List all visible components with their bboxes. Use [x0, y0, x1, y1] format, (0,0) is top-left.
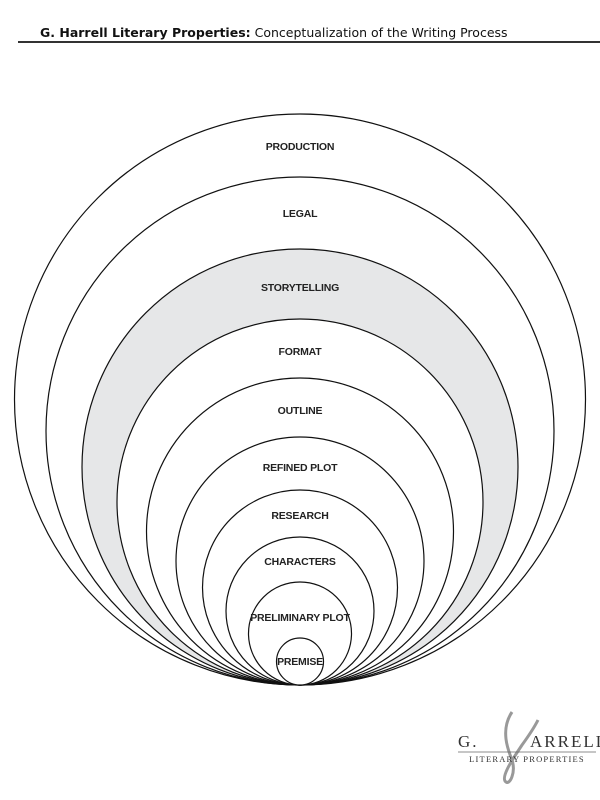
- layer-label: PRELIMINARY PLOT: [250, 612, 350, 624]
- layer-label: RESEARCH: [271, 510, 328, 522]
- layer-label: REFINED PLOT: [263, 462, 338, 474]
- svg-text:LITERARY PROPERTIES: LITERARY PROPERTIES: [469, 754, 585, 764]
- layer-label: STORYTELLING: [261, 282, 339, 294]
- layer-label: LEGAL: [283, 208, 318, 220]
- header-title: Conceptualization of the Writing Process: [254, 25, 508, 40]
- layer-circle-premise: [275, 637, 325, 686]
- layer-label: FORMAT: [279, 346, 323, 358]
- logo-swash: [503, 711, 540, 784]
- layer-label: OUTLINE: [278, 405, 323, 417]
- svg-text:G.: G.: [458, 732, 479, 751]
- header-brand: G. Harrell Literary Properties:: [40, 25, 251, 40]
- page-header: G. Harrell Literary Properties: Conceptu…: [40, 25, 508, 40]
- layer-label: PREMISE: [277, 656, 323, 668]
- layer-label: PRODUCTION: [266, 141, 335, 153]
- header-divider: [18, 41, 600, 43]
- layer-label: CHARACTERS: [264, 556, 336, 568]
